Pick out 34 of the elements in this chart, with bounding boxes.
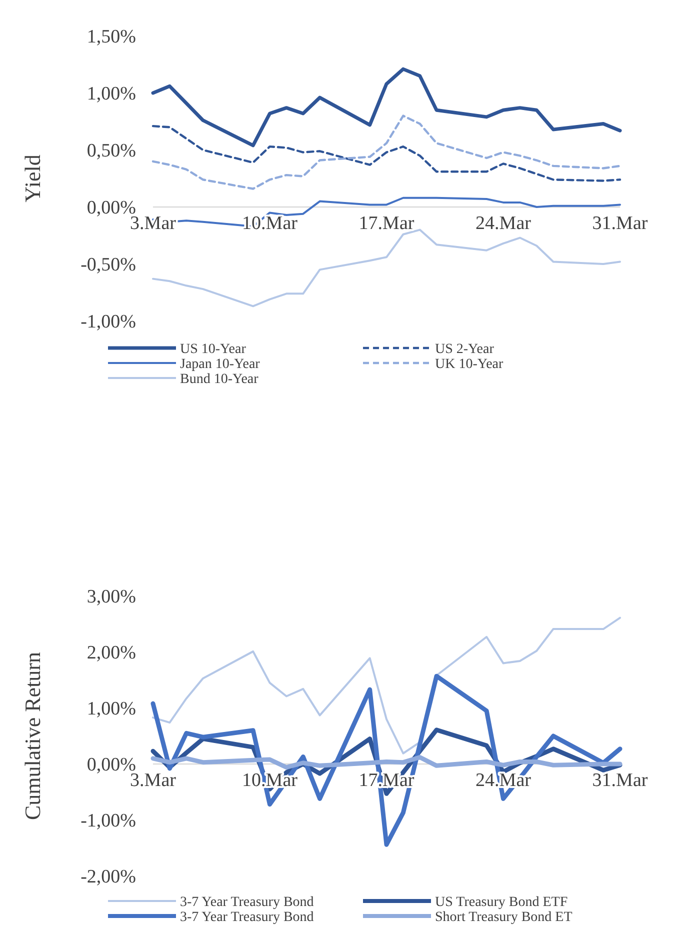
y-tick-label: -1,00% [80,810,136,832]
y-tick-label: 1,50% [86,26,136,48]
legend-label: 3-7 Year Treasury Bond [180,894,314,910]
line-series [152,124,622,182]
y-tick-label: -2,00% [80,866,136,888]
x-tick-label: 17.Mar [358,213,415,234]
line-series [152,228,621,308]
x-tick-label: 31.Mar [592,213,648,234]
legend-label: US Treasury Bond ETF [435,894,568,910]
line-series [152,114,622,190]
x-tick-label: 3.Mar [130,770,177,791]
legend-label: 3-7 Year Treasury Bond [180,910,314,925]
y-tick-label: -1,00% [80,312,136,333]
y-tick-label: 3,00% [86,586,136,608]
x-tick-label: 10.Mar [242,213,298,234]
line-series [151,67,622,148]
y-tick-label: 1,00% [86,698,136,720]
y-tick-label: 0,50% [86,140,136,162]
x-tick-label: 3.Mar [130,213,177,234]
line-series [150,755,622,770]
x-tick-label: 31.Mar [592,770,648,791]
x-tick-label: 24.Mar [476,213,532,234]
legend-label: UK 10-Year [435,356,504,372]
y-tick-label: 1,00% [86,84,136,105]
y-axis-title: Yield [20,154,45,202]
y-axis-title: Cumulative Return [20,652,45,820]
y-tick-label: -0,50% [80,254,136,276]
legend-label: Bund 10-Year [180,372,259,387]
line-series [152,616,621,754]
legend-label: US 2-Year [435,342,494,357]
legend-label: Japan 10-Year [180,356,260,372]
legend-label: Short Treasury Bond ET [435,910,573,925]
y-tick-label: 2,00% [86,642,136,664]
legend-label: US 10-Year [180,342,246,357]
